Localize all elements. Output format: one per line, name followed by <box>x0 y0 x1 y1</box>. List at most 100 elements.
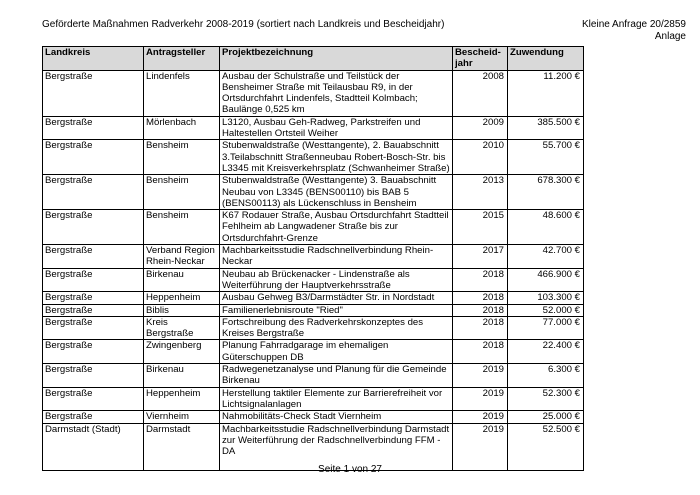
cell-zuwendung: 52.300 € <box>507 386 584 412</box>
attachment-label: Anlage <box>654 31 686 42</box>
cell-projektbezeichnung: Nahmobilitäts-Check Stadt Viernheim <box>219 410 453 424</box>
cell-zuwendung: 52.000 € <box>507 303 584 317</box>
table-row: Bergstraße Bensheim Stubenwaldstraße (West… <box>42 174 584 211</box>
cell-projektbezeichnung: Familienerlebnisroute "Ried" <box>219 303 453 317</box>
cell-projektbezeichnung: Neubau ab Brückenacker - Lindenstraße al… <box>219 267 453 293</box>
table-row: Bergstraße Biblis Familienerlebnisroute "R… <box>42 303 584 317</box>
cell-landkreis: Bergstraße <box>42 363 144 388</box>
cell-landkreis: Bergstraße <box>42 291 144 305</box>
cell-zuwendung: 6.300 € <box>507 363 584 388</box>
cell-landkreis: Bergstraße <box>42 303 144 317</box>
cell-zuwendung: 22.400 € <box>507 339 584 365</box>
column-header-antragsteller: Antragsteller <box>143 46 220 71</box>
cell-zuwendung: 11.200 € <box>507 69 584 117</box>
cell-antragsteller: Bensheim <box>143 174 220 211</box>
cell-antragsteller: Viernheim <box>143 410 220 424</box>
cell-landkreis: Bergstraße <box>42 267 144 293</box>
cell-bescheidjahr: 2018 <box>452 339 508 365</box>
cell-zuwendung: 77.000 € <box>507 315 584 341</box>
cell-zuwendung: 385.500 € <box>507 115 584 141</box>
table-body: Bergstraße Lindenfels Ausbau der Schulstra… <box>42 69 584 471</box>
cell-bescheidjahr: 2019 <box>452 422 508 471</box>
cell-antragsteller: Zwingenberg <box>143 339 220 365</box>
cell-projektbezeichnung: Herstellung taktiler Elemente zur Barrie… <box>219 386 453 412</box>
cell-antragsteller: Bensheim <box>143 139 220 176</box>
table-row: Bergstraße Bensheim K67 Rodauer Straße, Au… <box>42 209 584 246</box>
cell-bescheidjahr: 2010 <box>452 139 508 176</box>
cell-antragsteller: Heppenheim <box>143 386 220 412</box>
cell-bescheidjahr: 2018 <box>452 291 508 305</box>
cell-antragsteller: Verband Region Rhein-Neckar <box>143 244 220 269</box>
cell-projektbezeichnung: Stubenwaldstraße (Westtangente), 2. Baua… <box>219 139 453 176</box>
cell-projektbezeichnung: Machbarkeitsstudie Radschnellverbindung … <box>219 422 453 471</box>
table-header-row: Landkreis Antragsteller Projektbezeichnung… <box>42 46 584 71</box>
table-row: Bergstraße Bensheim Stubenwaldstraße (West… <box>42 139 584 176</box>
cell-projektbezeichnung: K67 Rodauer Straße, Ausbau Ortsdurchfahr… <box>219 209 453 246</box>
column-header-projektbezeichnung: Projektbezeichnung <box>219 46 453 71</box>
cell-antragsteller: Heppenheim <box>143 291 220 305</box>
inquiry-reference: Kleine Anfrage 20/2859 <box>582 19 686 30</box>
cell-antragsteller: Bensheim <box>143 209 220 246</box>
reference-block: Kleine Anfrage 20/2859 Anlage <box>582 19 686 43</box>
cell-antragsteller: Mörlenbach <box>143 115 220 141</box>
cell-projektbezeichnung: Ausbau der Schulstraße und Teilstück der… <box>219 69 453 117</box>
table-row: Bergstraße Lindenfels Ausbau der Schulstra… <box>42 69 584 117</box>
cell-landkreis: Bergstraße <box>42 209 144 246</box>
cell-antragsteller: Birkenau <box>143 267 220 293</box>
cell-zuwendung: 48.600 € <box>507 209 584 246</box>
cell-antragsteller: Lindenfels <box>143 69 220 117</box>
table-row: Bergstraße Mörlenbach L3120, Ausbau Geh-Ra… <box>42 115 584 141</box>
cell-antragsteller: Kreis Bergstraße <box>143 315 220 341</box>
table-row: Bergstraße Heppenheim Ausbau Gehweg B3/Dar… <box>42 291 584 305</box>
table-row: Bergstraße Birkenau Neubau ab Brückenacker… <box>42 267 584 293</box>
cell-bescheidjahr: 2015 <box>452 209 508 246</box>
cell-bescheidjahr: 2019 <box>452 386 508 412</box>
column-header-landkreis: Landkreis <box>42 46 144 71</box>
table-row: Bergstraße Birkenau Radwegenetzanalyse und… <box>42 363 584 388</box>
table-row: Bergstraße Zwingenberg Planung Fahrradgara… <box>42 339 584 365</box>
column-header-bescheidjahr: Bescheid-jahr <box>452 46 508 71</box>
cell-zuwendung: 466.900 € <box>507 267 584 293</box>
cell-bescheidjahr: 2013 <box>452 174 508 211</box>
cell-landkreis: Bergstraße <box>42 69 144 117</box>
cell-zuwendung: 678.300 € <box>507 174 584 211</box>
funding-table: Landkreis Antragsteller Projektbezeichnung… <box>42 46 584 471</box>
cell-projektbezeichnung: Ausbau Gehweg B3/Darmstädter Str. in Nor… <box>219 291 453 305</box>
cell-landkreis: Bergstraße <box>42 410 144 424</box>
cell-projektbezeichnung: L3120, Ausbau Geh-Radweg, Parkstreifen u… <box>219 115 453 141</box>
cell-antragsteller: Biblis <box>143 303 220 317</box>
table-row: Bergstraße Heppenheim Herstellung taktiler… <box>42 386 584 412</box>
table-row: Darmstadt (Stadt) Darmstadt Machbarkeitsst… <box>42 422 584 471</box>
cell-zuwendung: 52.500 € <box>507 422 584 471</box>
cell-landkreis: Darmstadt (Stadt) <box>42 422 144 471</box>
table-row: Bergstraße Verband Region Rhein-Neckar Mac… <box>42 244 584 269</box>
cell-landkreis: Bergstraße <box>42 139 144 176</box>
cell-zuwendung: 42.700 € <box>507 244 584 269</box>
cell-projektbezeichnung: Fortschreibung des Radverkehrskonzeptes … <box>219 315 453 341</box>
cell-bescheidjahr: 2018 <box>452 315 508 341</box>
cell-projektbezeichnung: Stubenwaldstraße (Westtangente) 3. Bauab… <box>219 174 453 211</box>
page-number: Seite 1 von 27 <box>318 464 382 475</box>
document-title: Geförderte Maßnahmen Radverkehr 2008-201… <box>42 19 445 30</box>
cell-landkreis: Bergstraße <box>42 339 144 365</box>
table-row: Bergstraße Kreis Bergstraße Fortschreibung… <box>42 315 584 341</box>
cell-landkreis: Bergstraße <box>42 386 144 412</box>
cell-zuwendung: 55.700 € <box>507 139 584 176</box>
cell-landkreis: Bergstraße <box>42 174 144 211</box>
cell-antragsteller: Birkenau <box>143 363 220 388</box>
cell-bescheidjahr: 2008 <box>452 69 508 117</box>
cell-landkreis: Bergstraße <box>42 115 144 141</box>
cell-bescheidjahr: 2019 <box>452 410 508 424</box>
cell-zuwendung: 103.300 € <box>507 291 584 305</box>
cell-landkreis: Bergstraße <box>42 244 144 269</box>
cell-bescheidjahr: 2018 <box>452 303 508 317</box>
cell-bescheidjahr: 2017 <box>452 244 508 269</box>
cell-antragsteller: Darmstadt <box>143 422 220 471</box>
cell-landkreis: Bergstraße <box>42 315 144 341</box>
cell-zuwendung: 25.000 € <box>507 410 584 424</box>
cell-projektbezeichnung: Planung Fahrradgarage im ehemaligen Güte… <box>219 339 453 365</box>
table-row: Bergstraße Viernheim Nahmobilitäts-Check S… <box>42 410 584 424</box>
cell-projektbezeichnung: Radwegenetzanalyse und Planung für die G… <box>219 363 453 388</box>
cell-bescheidjahr: 2019 <box>452 363 508 388</box>
cell-projektbezeichnung: Machbarkeitsstudie Radschnellverbindung … <box>219 244 453 269</box>
